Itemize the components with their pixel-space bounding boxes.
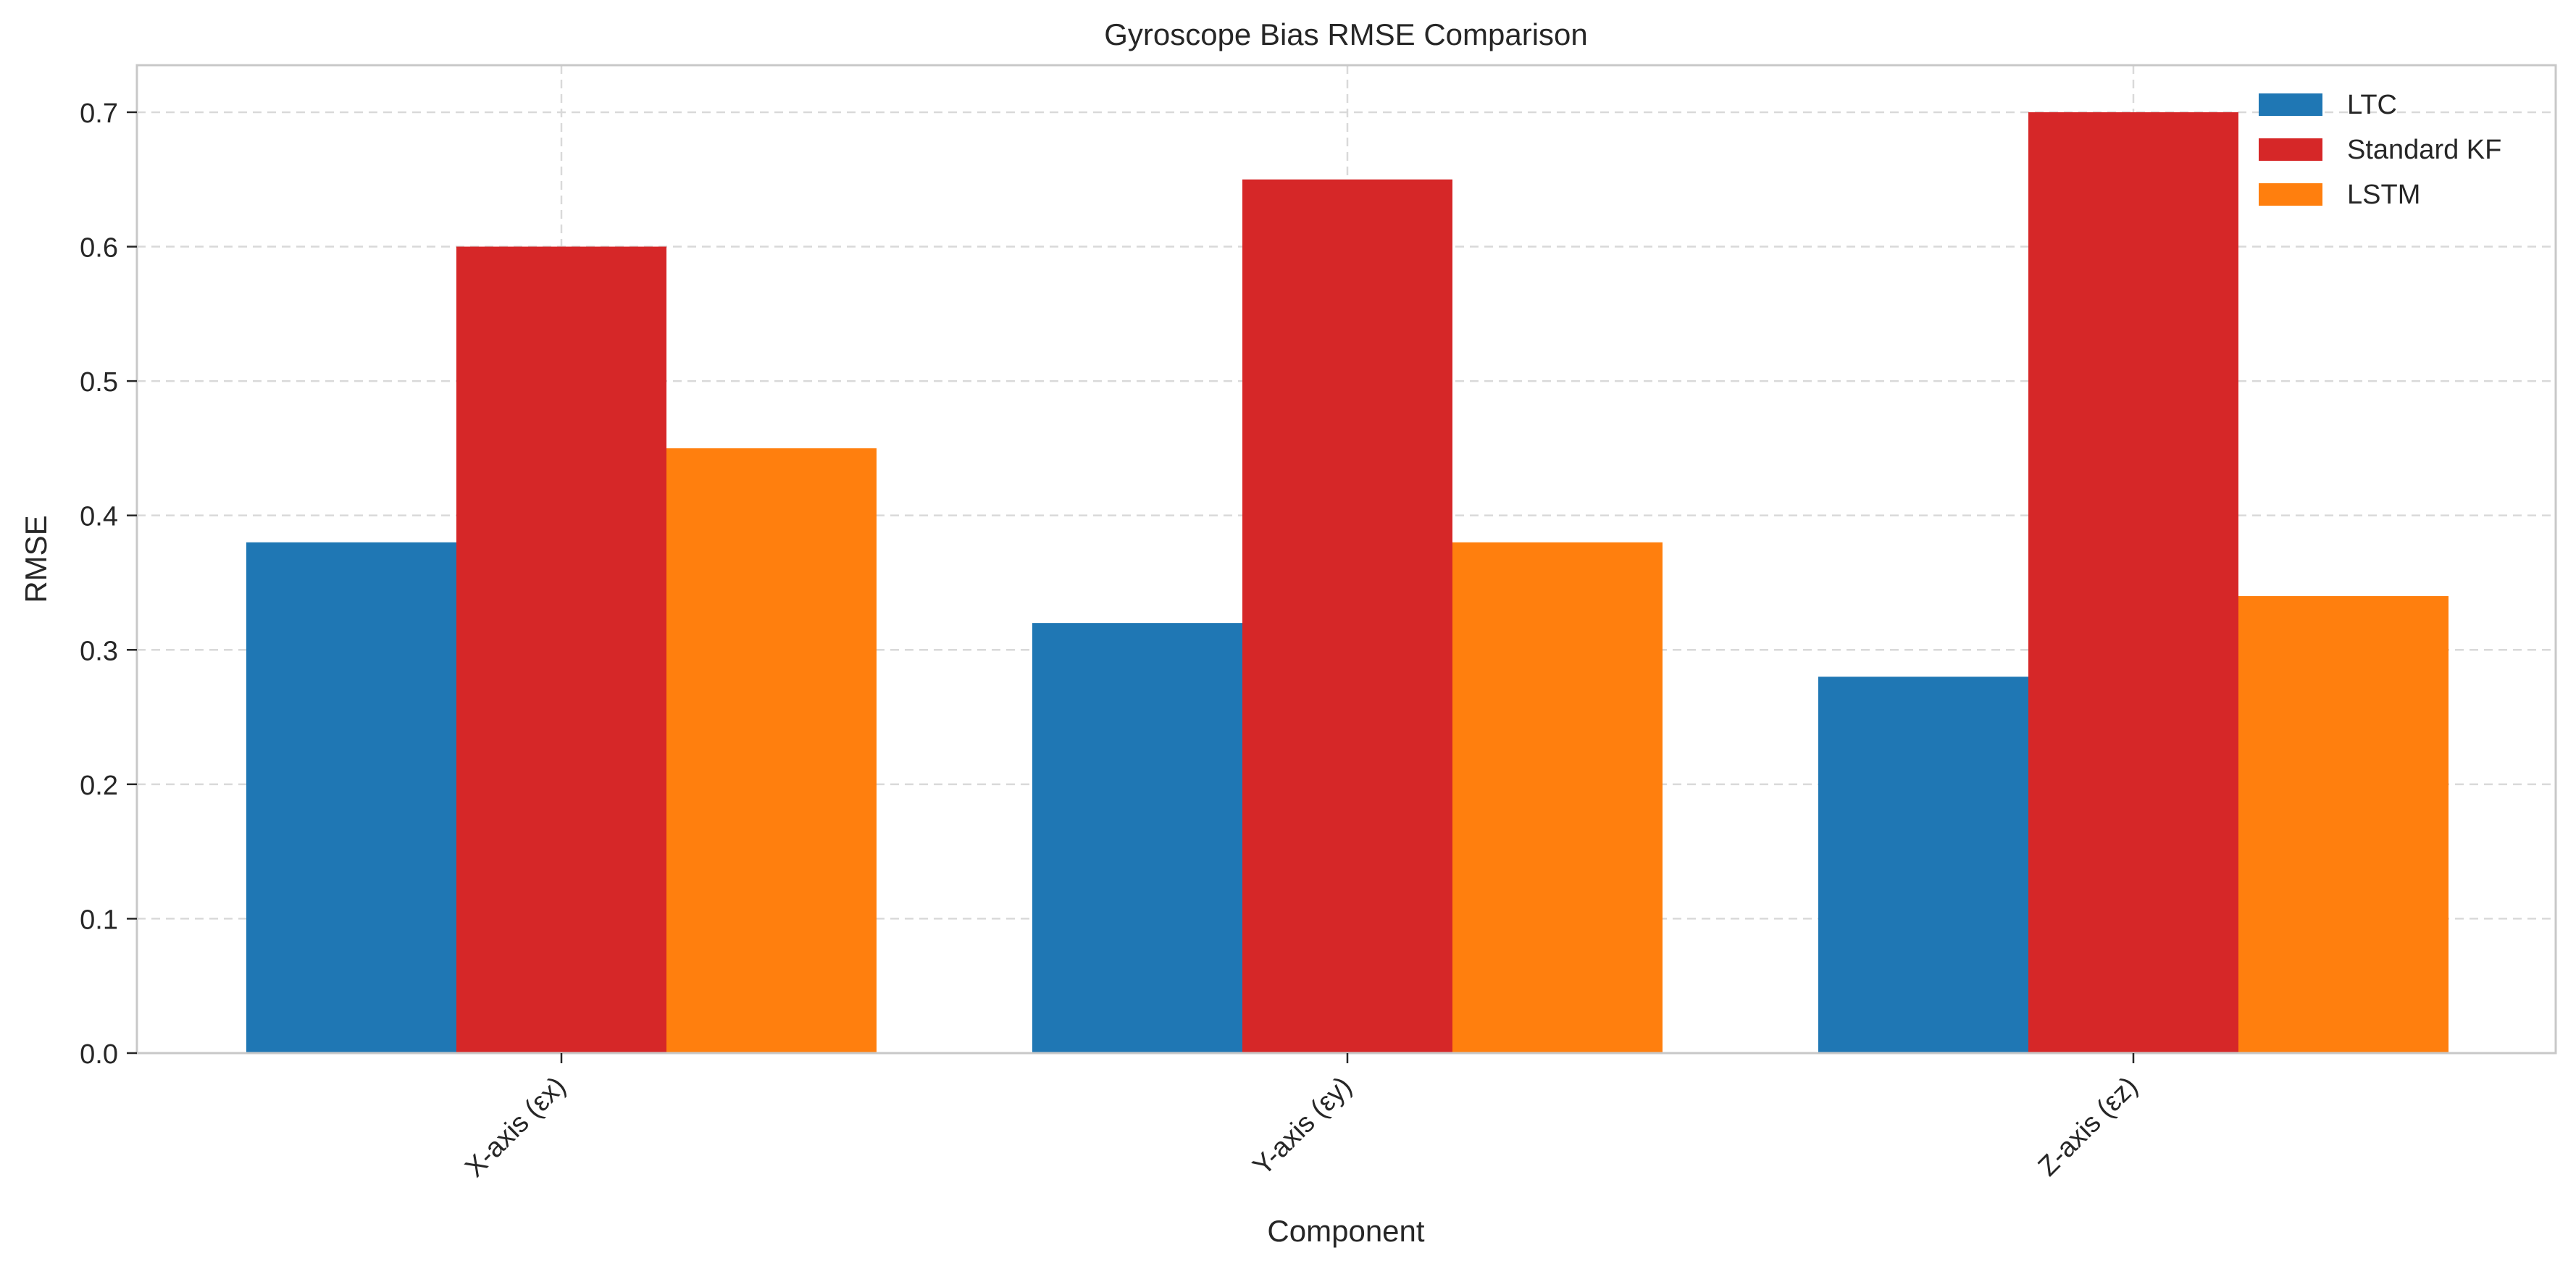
bar-lstm: [1452, 542, 1663, 1053]
x-axis-label: Component: [1267, 1214, 1424, 1248]
bar-lstm: [666, 448, 877, 1053]
bar-ltc: [246, 542, 456, 1053]
bar-ltc: [1032, 623, 1242, 1053]
y-tick-label: 0.6: [80, 233, 118, 264]
bar-standard-kf: [1242, 179, 1452, 1054]
y-axis-label: RMSE: [19, 515, 53, 603]
bar-lstm: [2238, 596, 2449, 1053]
legend: LTC Standard KF LSTM: [2259, 90, 2501, 210]
y-tick-label: 0.2: [80, 771, 118, 801]
legend-label: Standard KF: [2347, 135, 2501, 165]
legend-label: LSTM: [2347, 180, 2420, 210]
y-tick-label: 0.1: [80, 905, 118, 935]
legend-label: LTC: [2347, 90, 2397, 120]
y-tick-label: 0.5: [80, 367, 118, 398]
chart-title: Gyroscope Bias RMSE Comparison: [1104, 17, 1588, 51]
legend-swatch: [2259, 93, 2322, 116]
y-tick-label: 0.0: [80, 1039, 118, 1070]
y-tick-label: 0.4: [80, 502, 118, 532]
bar-ltc: [1818, 676, 2028, 1053]
bar-standard-kf: [2028, 112, 2238, 1053]
y-tick-label: 0.7: [80, 99, 118, 129]
bars: [246, 112, 2449, 1054]
y-axis: 0.0 0.1 0.2 0.3 0.4 0.5 0.6 0.7: [80, 99, 137, 1070]
legend-swatch: [2259, 183, 2322, 206]
legend-swatch: [2259, 138, 2322, 161]
bar-standard-kf: [456, 246, 666, 1053]
y-tick-label: 0.3: [80, 636, 118, 666]
plot-frame: [135, 64, 2557, 1055]
